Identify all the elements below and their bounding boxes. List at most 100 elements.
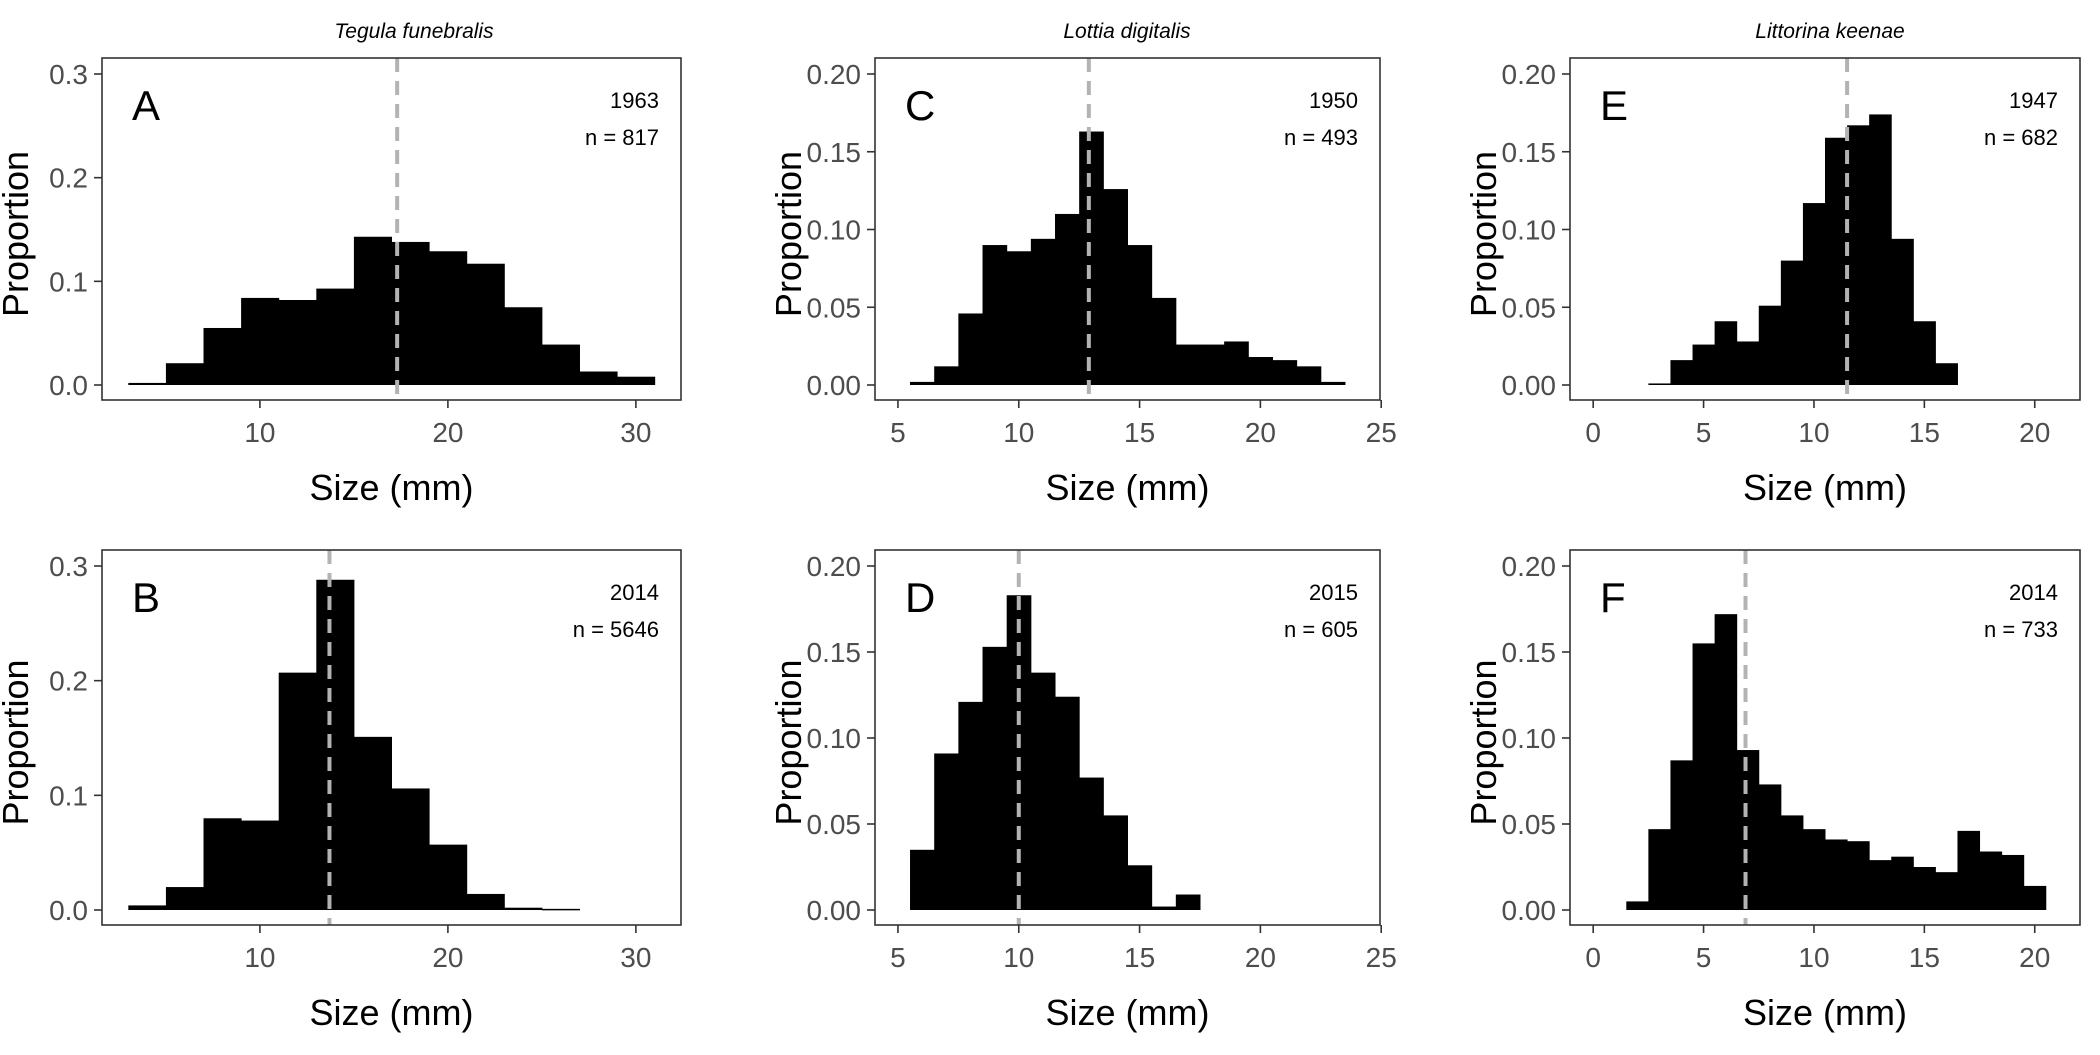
y-tick-label: 0.05 [1502,809,1557,840]
sample-size-label: n = 605 [1284,617,1358,642]
panel-letter: B [132,574,160,621]
x-tick-label: 0 [1585,417,1601,448]
histogram-bar [1891,238,1914,385]
y-tick-label: 0.15 [1502,637,1557,668]
y-tick-label: 0.3 [49,551,88,582]
column-title-lottia: Lottia digitalis [1063,20,1191,43]
x-axis-title: Size (mm) [1743,992,1907,1033]
panel-a: 0.0 0.1 0.2 0.3 10 20 30 Size (mm) Proportion A 19… [0,57,682,508]
histogram-bar [1692,344,1716,385]
y-tick-label: 0.2 [49,163,88,194]
histogram-bar [1175,894,1201,910]
panel-letter: D [905,574,935,621]
column-title-tegula: Tegula funebralis [334,20,494,43]
histogram-bar [1802,203,1826,385]
histogram-bar [429,844,468,910]
x-axis-title: Size (mm) [1046,992,1210,1033]
x-tick-label: 20 [2019,942,2050,973]
panel-letter: C [905,82,935,129]
y-axis-title: Proportion [768,151,809,317]
histogram-bar [2023,885,2047,910]
histogram-bar [1825,137,1848,385]
histogram-bar [910,849,935,910]
histogram-bar [316,579,355,910]
panels-group: 0.0 0.1 0.2 0.3 10 20 30 Size (mm) Proportion A 19… [0,57,2081,1033]
histogram-bar [541,344,580,385]
sample-size-label: n = 733 [1984,617,2058,642]
histogram-bar [1670,760,1694,910]
histogram-bar [1847,841,1870,910]
histogram-bar [1626,901,1649,910]
histogram-bar [165,363,205,385]
histogram-bar [910,381,935,385]
y-tick-label: 0.3 [49,59,88,90]
histogram-bar [934,366,959,385]
sample-size-label: n = 682 [1984,125,2058,150]
panel-frame [101,549,682,926]
histogram-bar [1151,297,1177,385]
histogram-bar [1869,860,1892,910]
histogram-bar [1736,341,1760,385]
x-tick-label: 25 [1366,417,1397,448]
y-axis-title: Proportion [0,151,36,317]
y-tick-label: 0.15 [807,137,862,168]
year-label: 2014 [2009,580,2058,605]
histogram-bar [429,251,468,385]
histogram-bar [2001,854,2025,910]
panel-letter: A [132,82,160,129]
histogram-bar [1758,305,1782,385]
histogram-bar [1714,321,1738,385]
histogram-bar [504,307,543,385]
histogram-bar [958,313,984,385]
y-tick-label: 0.20 [1502,551,1557,582]
histogram-bar [1175,344,1201,385]
histogram-bar [982,245,1008,385]
histogram-bar [1127,865,1153,910]
x-tick-label: 30 [620,942,651,973]
panel-c: 0.00 0.05 0.10 0.15 0.20 5 10 15 20 25 Size (mm) Pr… [768,57,1397,508]
y-tick-label: 0.10 [807,723,862,754]
histogram-bar [316,288,355,385]
histogram-bar [1320,381,1346,385]
histogram-bar [1296,366,1322,385]
histogram-bar [1780,260,1804,385]
histogram-bar [1935,363,1958,385]
x-tick-label: 5 [890,417,906,448]
histogram-bar [1935,872,1958,910]
y-axis-title: Proportion [1463,151,1504,317]
y-tick-label: 0.00 [807,370,862,401]
x-axis-title: Size (mm) [1046,467,1210,508]
histogram-bar [1151,906,1177,910]
panel-d: 0.00 0.05 0.10 0.15 0.20 5 10 15 20 25 Size (mm) Pr… [768,549,1397,1033]
histogram-bar [1780,815,1804,910]
histogram-bar [958,701,984,910]
histogram-bar [1670,360,1694,385]
histogram-bar [1079,777,1104,910]
y-tick-label: 0.00 [807,895,862,926]
x-tick-label: 20 [1245,942,1276,973]
histogram-bar [1648,829,1671,910]
histogram-bar [241,297,280,385]
histogram-bar [278,299,317,385]
histogram-bar [1802,829,1826,910]
histogram-bar [1006,251,1032,385]
x-axis-title: Size (mm) [1743,467,1907,508]
histogram-bar [1030,672,1056,910]
x-tick-label: 5 [1696,417,1712,448]
x-tick-label: 15 [1909,417,1940,448]
year-label: 1950 [1309,88,1358,113]
histogram-bar [1055,696,1080,910]
histogram-bar [1736,750,1760,910]
histogram-bar [1692,643,1716,910]
histogram-bar [1248,357,1273,385]
histogram-bar [1891,856,1914,910]
histogram-bar [1272,360,1298,385]
histogram-bar [1224,341,1249,385]
histogram-bar [241,820,280,910]
y-tick-label: 0.10 [1502,215,1557,246]
histogram-bar [1103,815,1128,910]
y-axis-title: Proportion [0,659,36,825]
x-tick-label: 10 [1798,417,1829,448]
histogram-bar [391,788,430,910]
y-tick-label: 0.05 [807,292,862,323]
